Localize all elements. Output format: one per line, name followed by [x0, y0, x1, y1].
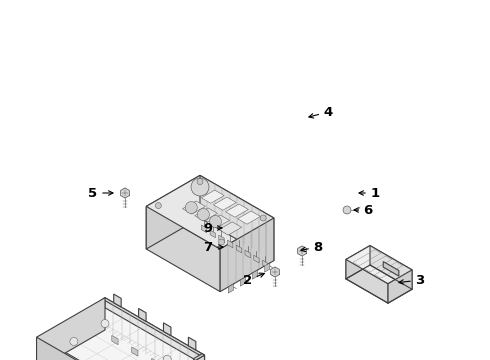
Polygon shape — [218, 240, 234, 249]
Polygon shape — [219, 235, 224, 243]
Polygon shape — [238, 211, 261, 224]
Polygon shape — [207, 215, 229, 228]
Circle shape — [163, 355, 171, 360]
Circle shape — [343, 206, 351, 214]
Polygon shape — [346, 246, 412, 284]
Text: 3: 3 — [416, 274, 425, 287]
Polygon shape — [147, 175, 274, 249]
Polygon shape — [201, 190, 224, 203]
Circle shape — [197, 208, 209, 221]
Polygon shape — [134, 354, 204, 360]
Polygon shape — [37, 337, 136, 360]
Circle shape — [219, 239, 224, 245]
Polygon shape — [210, 230, 216, 238]
Polygon shape — [227, 225, 234, 237]
Polygon shape — [263, 260, 268, 268]
Polygon shape — [132, 347, 138, 356]
Text: 4: 4 — [323, 105, 333, 118]
Polygon shape — [236, 245, 242, 253]
Text: 1: 1 — [370, 186, 380, 199]
Polygon shape — [112, 336, 118, 345]
Polygon shape — [121, 188, 129, 198]
Polygon shape — [147, 206, 220, 292]
Polygon shape — [346, 260, 388, 303]
Text: 6: 6 — [364, 203, 372, 216]
Circle shape — [209, 216, 221, 228]
Text: 9: 9 — [203, 221, 213, 234]
Polygon shape — [254, 255, 259, 263]
Polygon shape — [164, 323, 171, 336]
Polygon shape — [225, 204, 248, 217]
Polygon shape — [297, 246, 306, 256]
Polygon shape — [227, 240, 233, 248]
Circle shape — [155, 203, 161, 208]
Polygon shape — [388, 270, 412, 303]
Text: 2: 2 — [244, 274, 252, 287]
Polygon shape — [346, 246, 370, 279]
Polygon shape — [105, 298, 204, 360]
Polygon shape — [270, 267, 279, 277]
Polygon shape — [188, 337, 196, 350]
Polygon shape — [37, 330, 204, 360]
Polygon shape — [227, 245, 234, 257]
Polygon shape — [214, 197, 236, 210]
Circle shape — [185, 202, 197, 213]
Circle shape — [101, 320, 109, 328]
Polygon shape — [228, 284, 234, 293]
Circle shape — [197, 179, 203, 185]
Polygon shape — [139, 309, 146, 321]
Polygon shape — [201, 225, 207, 233]
Polygon shape — [370, 246, 412, 289]
Polygon shape — [225, 220, 234, 233]
Polygon shape — [218, 220, 234, 229]
Polygon shape — [240, 277, 245, 286]
Polygon shape — [225, 240, 234, 253]
Polygon shape — [152, 358, 158, 360]
Polygon shape — [102, 298, 204, 356]
Polygon shape — [245, 250, 250, 258]
Polygon shape — [195, 208, 218, 221]
Polygon shape — [136, 355, 204, 360]
Circle shape — [260, 215, 266, 221]
Polygon shape — [183, 201, 205, 214]
Polygon shape — [220, 218, 274, 292]
Text: 7: 7 — [203, 240, 213, 253]
Polygon shape — [252, 270, 258, 279]
Polygon shape — [219, 222, 242, 235]
Text: 8: 8 — [314, 240, 322, 253]
Polygon shape — [114, 294, 121, 307]
Polygon shape — [200, 175, 274, 261]
Circle shape — [191, 178, 209, 196]
Polygon shape — [37, 298, 105, 360]
Polygon shape — [47, 308, 195, 360]
Polygon shape — [383, 261, 399, 276]
Polygon shape — [265, 263, 270, 272]
Circle shape — [70, 337, 78, 346]
Text: 5: 5 — [88, 186, 98, 199]
Polygon shape — [147, 175, 200, 249]
